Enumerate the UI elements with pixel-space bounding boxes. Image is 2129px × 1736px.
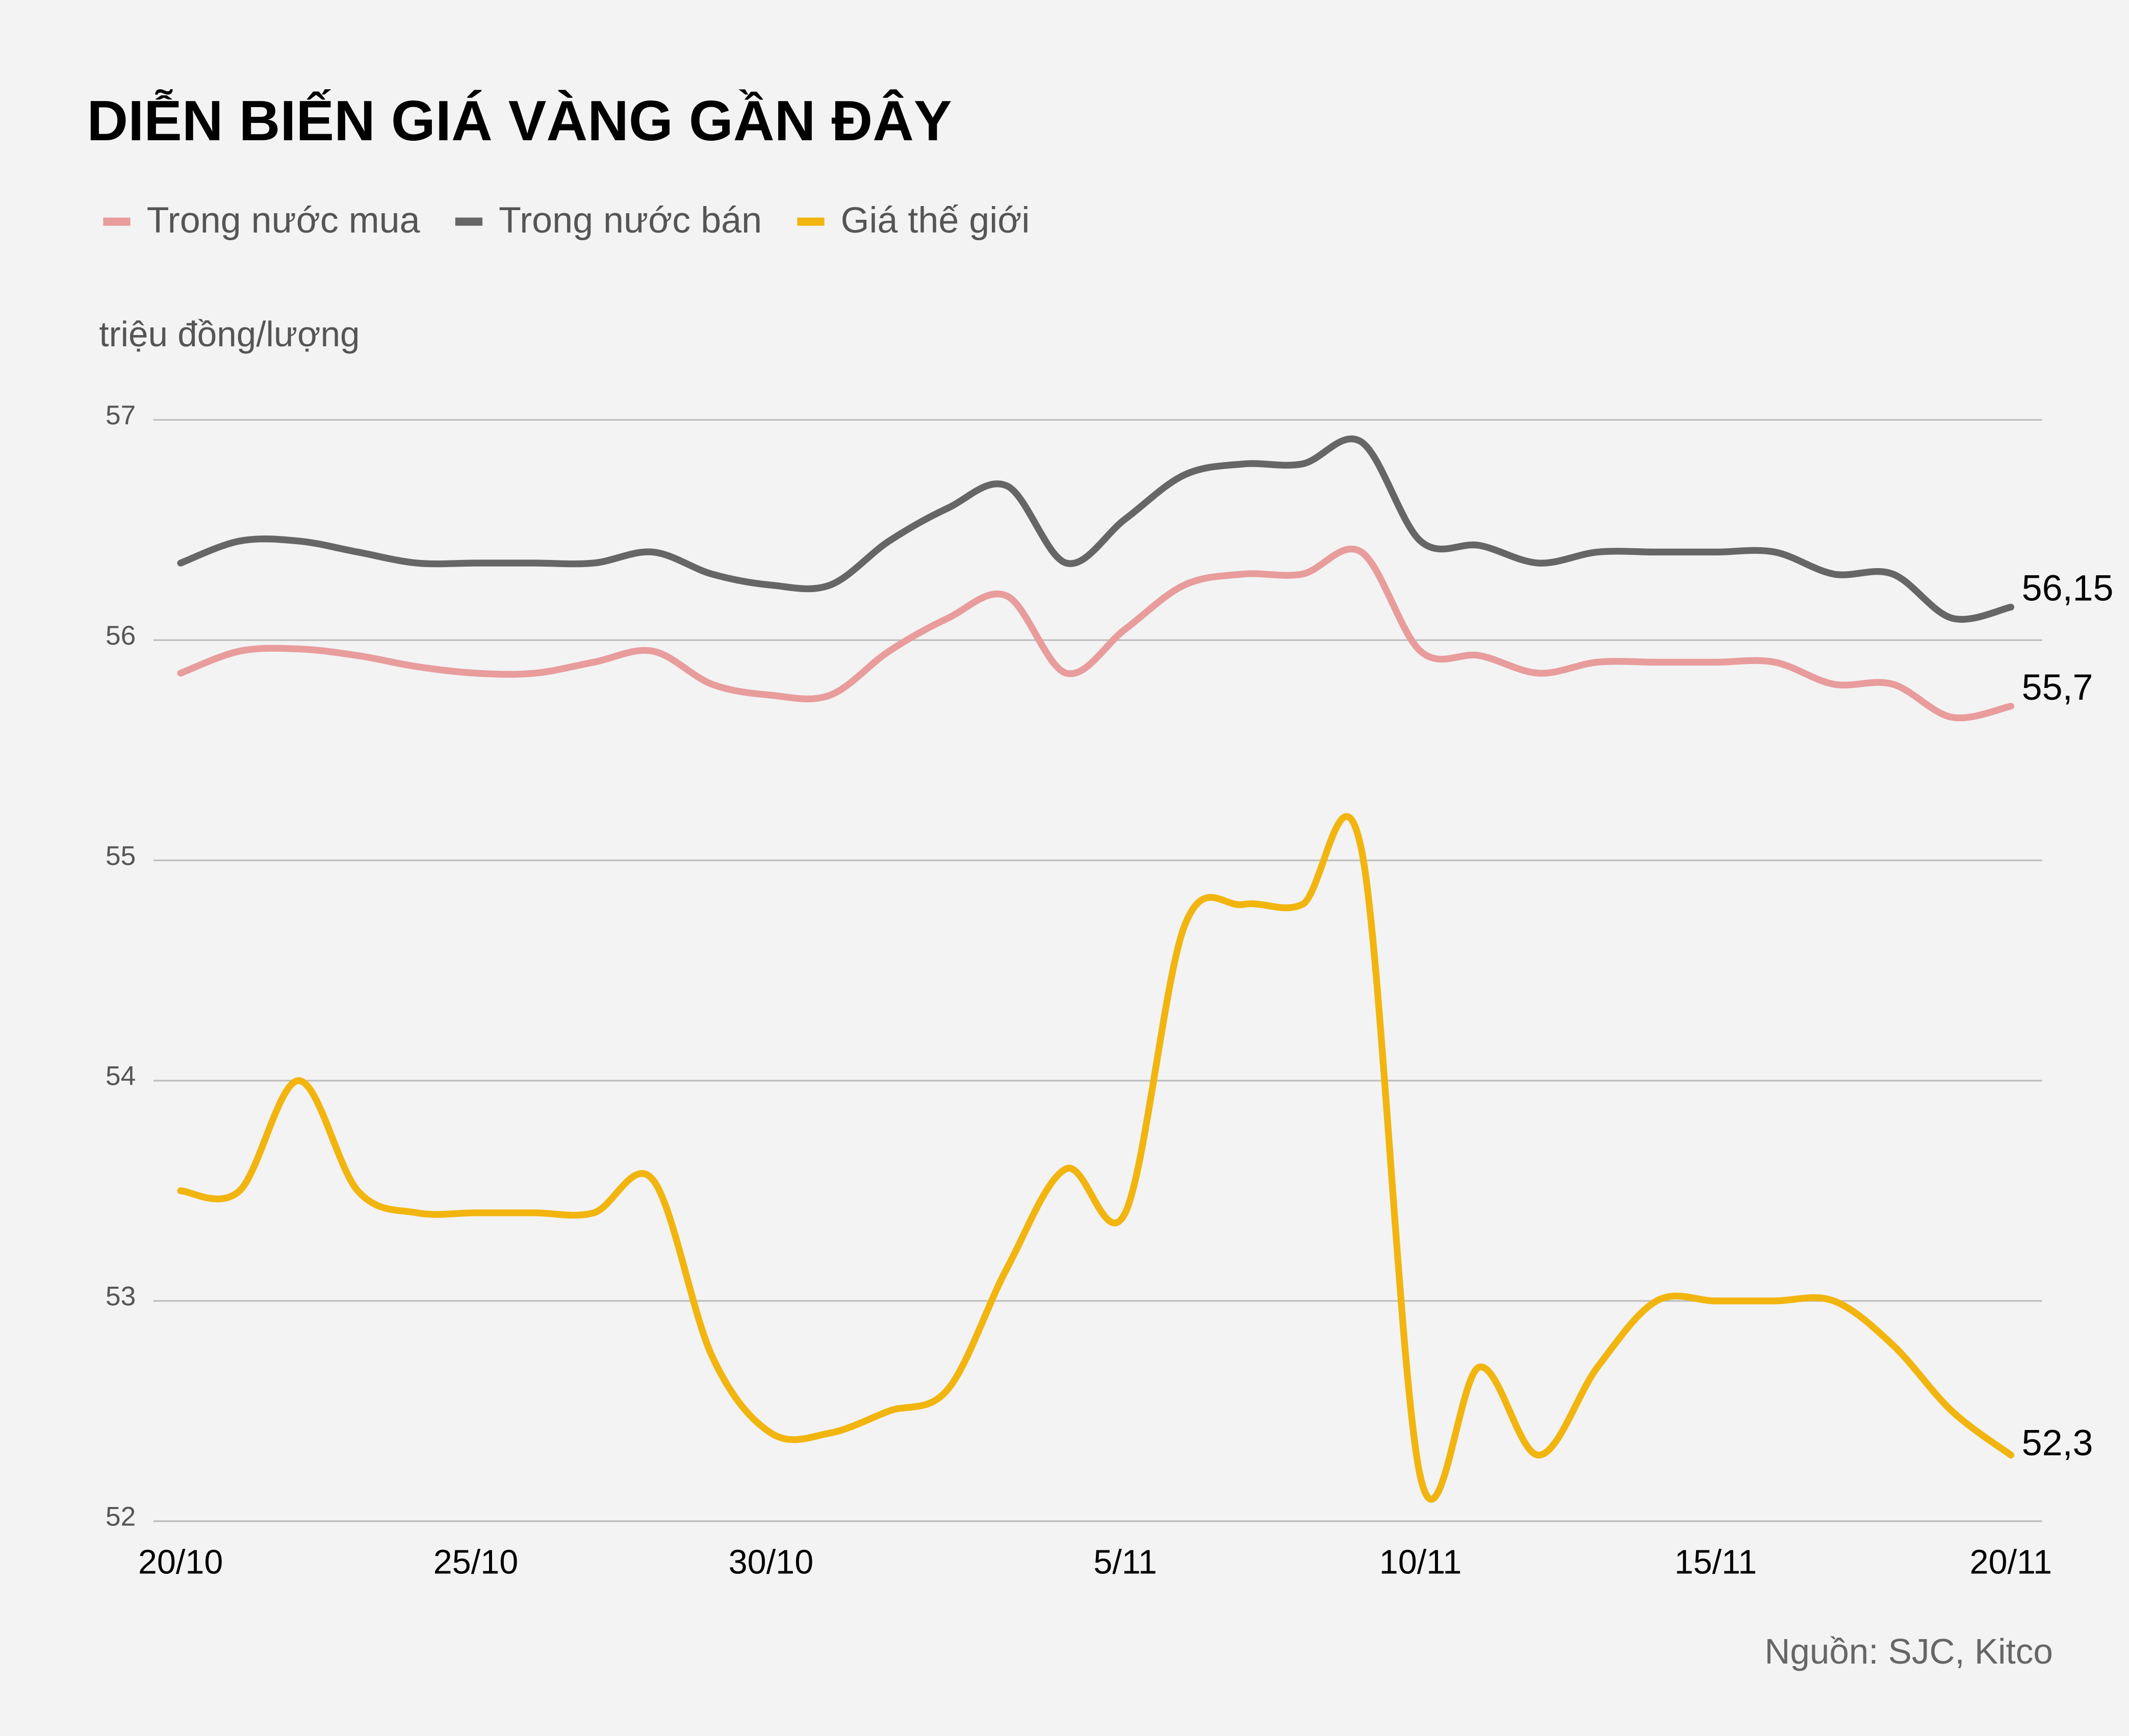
legend-label: Trong nước mua [147, 200, 420, 241]
y-tick-label: 55 [106, 841, 136, 871]
value-label: 52,3 [2022, 1423, 2093, 1464]
x-tick-label: 20/10 [138, 1544, 223, 1581]
x-tick-label: 25/10 [433, 1544, 519, 1581]
chart-title: DIỄN BIẾN GIÁ VÀNG GẦN ĐÂY [87, 89, 952, 152]
legend-label: Giá thế giới [841, 200, 1030, 241]
legend-label: Trong nước bán [499, 200, 762, 241]
y-axis-label: triệu đồng/lượng [99, 314, 360, 354]
x-tick-label: 10/11 [1379, 1544, 1462, 1581]
series-line [177, 813, 2015, 1503]
x-tick-label: 15/11 [1675, 1544, 1757, 1581]
y-tick-label: 52 [106, 1501, 136, 1531]
y-tick-label: 56 [106, 621, 136, 651]
value-label: 55,7 [2022, 667, 2093, 708]
x-tick-label: 5/11 [1093, 1544, 1157, 1581]
y-tick-label: 53 [106, 1282, 136, 1312]
value-label: 56,15 [2022, 568, 2114, 608]
series-line [177, 435, 2015, 623]
x-tick-label: 20/11 [1970, 1544, 2053, 1581]
source: Nguồn: SJC, Kitco [1764, 1631, 2053, 1671]
series-line [177, 545, 2015, 722]
x-tick-label: 30/10 [729, 1544, 814, 1581]
y-tick-label: 57 [106, 400, 136, 430]
y-tick-label: 54 [106, 1061, 136, 1091]
